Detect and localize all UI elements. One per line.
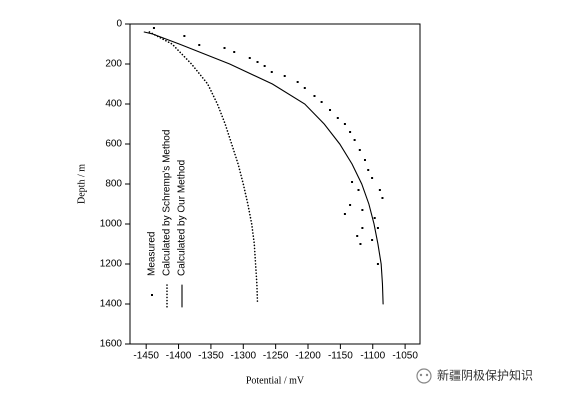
- x-tick-label: -1450: [133, 351, 159, 362]
- watermark-text: 新疆阴极保护知识: [437, 368, 533, 383]
- y-tick-label: 0: [116, 19, 122, 30]
- legend-label: Calculated by Our Method: [177, 160, 188, 276]
- data-point: [373, 217, 376, 219]
- watermark-icon: [416, 368, 432, 384]
- data-point: [283, 75, 286, 77]
- data-point: [376, 227, 379, 229]
- data-point: [367, 169, 370, 171]
- data-point: [353, 139, 356, 141]
- y-tick-label: 200: [105, 59, 122, 70]
- watermark: 新疆阴极保护知识: [416, 368, 533, 384]
- data-point: [371, 239, 374, 241]
- x-tick-label: -1150: [328, 351, 353, 362]
- data-point: [351, 181, 354, 183]
- x-tick-label: -1200: [295, 351, 321, 362]
- data-point: [361, 209, 364, 211]
- plot-frame: [129, 23, 421, 345]
- data-point: [343, 213, 346, 215]
- y-tick-label: 1400: [100, 299, 123, 310]
- x-tick-label: -1400: [166, 351, 192, 362]
- x-tick-label: -1250: [263, 351, 289, 362]
- data-line: [143, 31, 384, 305]
- data-point: [357, 189, 360, 191]
- data-point: [359, 243, 362, 245]
- data-point: [198, 44, 201, 46]
- data-point: [371, 177, 374, 179]
- data-point: [376, 263, 379, 265]
- data-point: [270, 71, 273, 73]
- data-point: [263, 65, 266, 67]
- watermark-icon-dot: [419, 373, 423, 377]
- data-point: [381, 197, 384, 199]
- y-tick-label: 600: [105, 139, 122, 150]
- data-point: [248, 57, 251, 59]
- x-tick-label: -1350: [198, 351, 224, 362]
- x-tick-label: -1300: [230, 351, 256, 362]
- data-point: [329, 109, 332, 111]
- legend: Measured Calculated by Schremp's Method Ca…: [147, 130, 188, 308]
- data-point: [152, 27, 155, 29]
- data-point: [378, 189, 381, 191]
- y-tick-label: 1200: [100, 259, 123, 270]
- data-line: [148, 31, 259, 305]
- data-point: [343, 123, 346, 125]
- y-tick-label: 1000: [100, 219, 123, 230]
- y-tick-label: 400: [105, 99, 122, 110]
- data-point: [256, 61, 259, 63]
- data-point: [349, 204, 352, 206]
- x-axis-title: Potential / mV: [246, 375, 305, 386]
- data-point: [320, 101, 323, 103]
- y-axis-title: Depth / m: [76, 164, 87, 204]
- data-point: [303, 87, 306, 89]
- legend-label: Calculated by Schremp's Method: [162, 130, 173, 276]
- data-point: [183, 35, 186, 37]
- data-point: [349, 131, 352, 133]
- data-point: [363, 159, 366, 161]
- data-point: [358, 149, 361, 151]
- data-point: [313, 95, 316, 97]
- data-point: [336, 117, 339, 119]
- y-tick-label: 1600: [100, 339, 123, 350]
- x-tick-label: -1100: [360, 351, 385, 362]
- data-point: [361, 227, 364, 229]
- x-tick-label: -1050: [392, 351, 418, 362]
- watermark-icon-dot: [425, 373, 429, 377]
- legend-marker: [151, 294, 153, 296]
- data-point: [356, 235, 359, 237]
- data-point: [296, 81, 299, 83]
- data-point: [223, 47, 226, 49]
- y-tick-label: 800: [105, 179, 122, 190]
- legend-label: Measured: [147, 232, 158, 276]
- data-point: [233, 51, 236, 53]
